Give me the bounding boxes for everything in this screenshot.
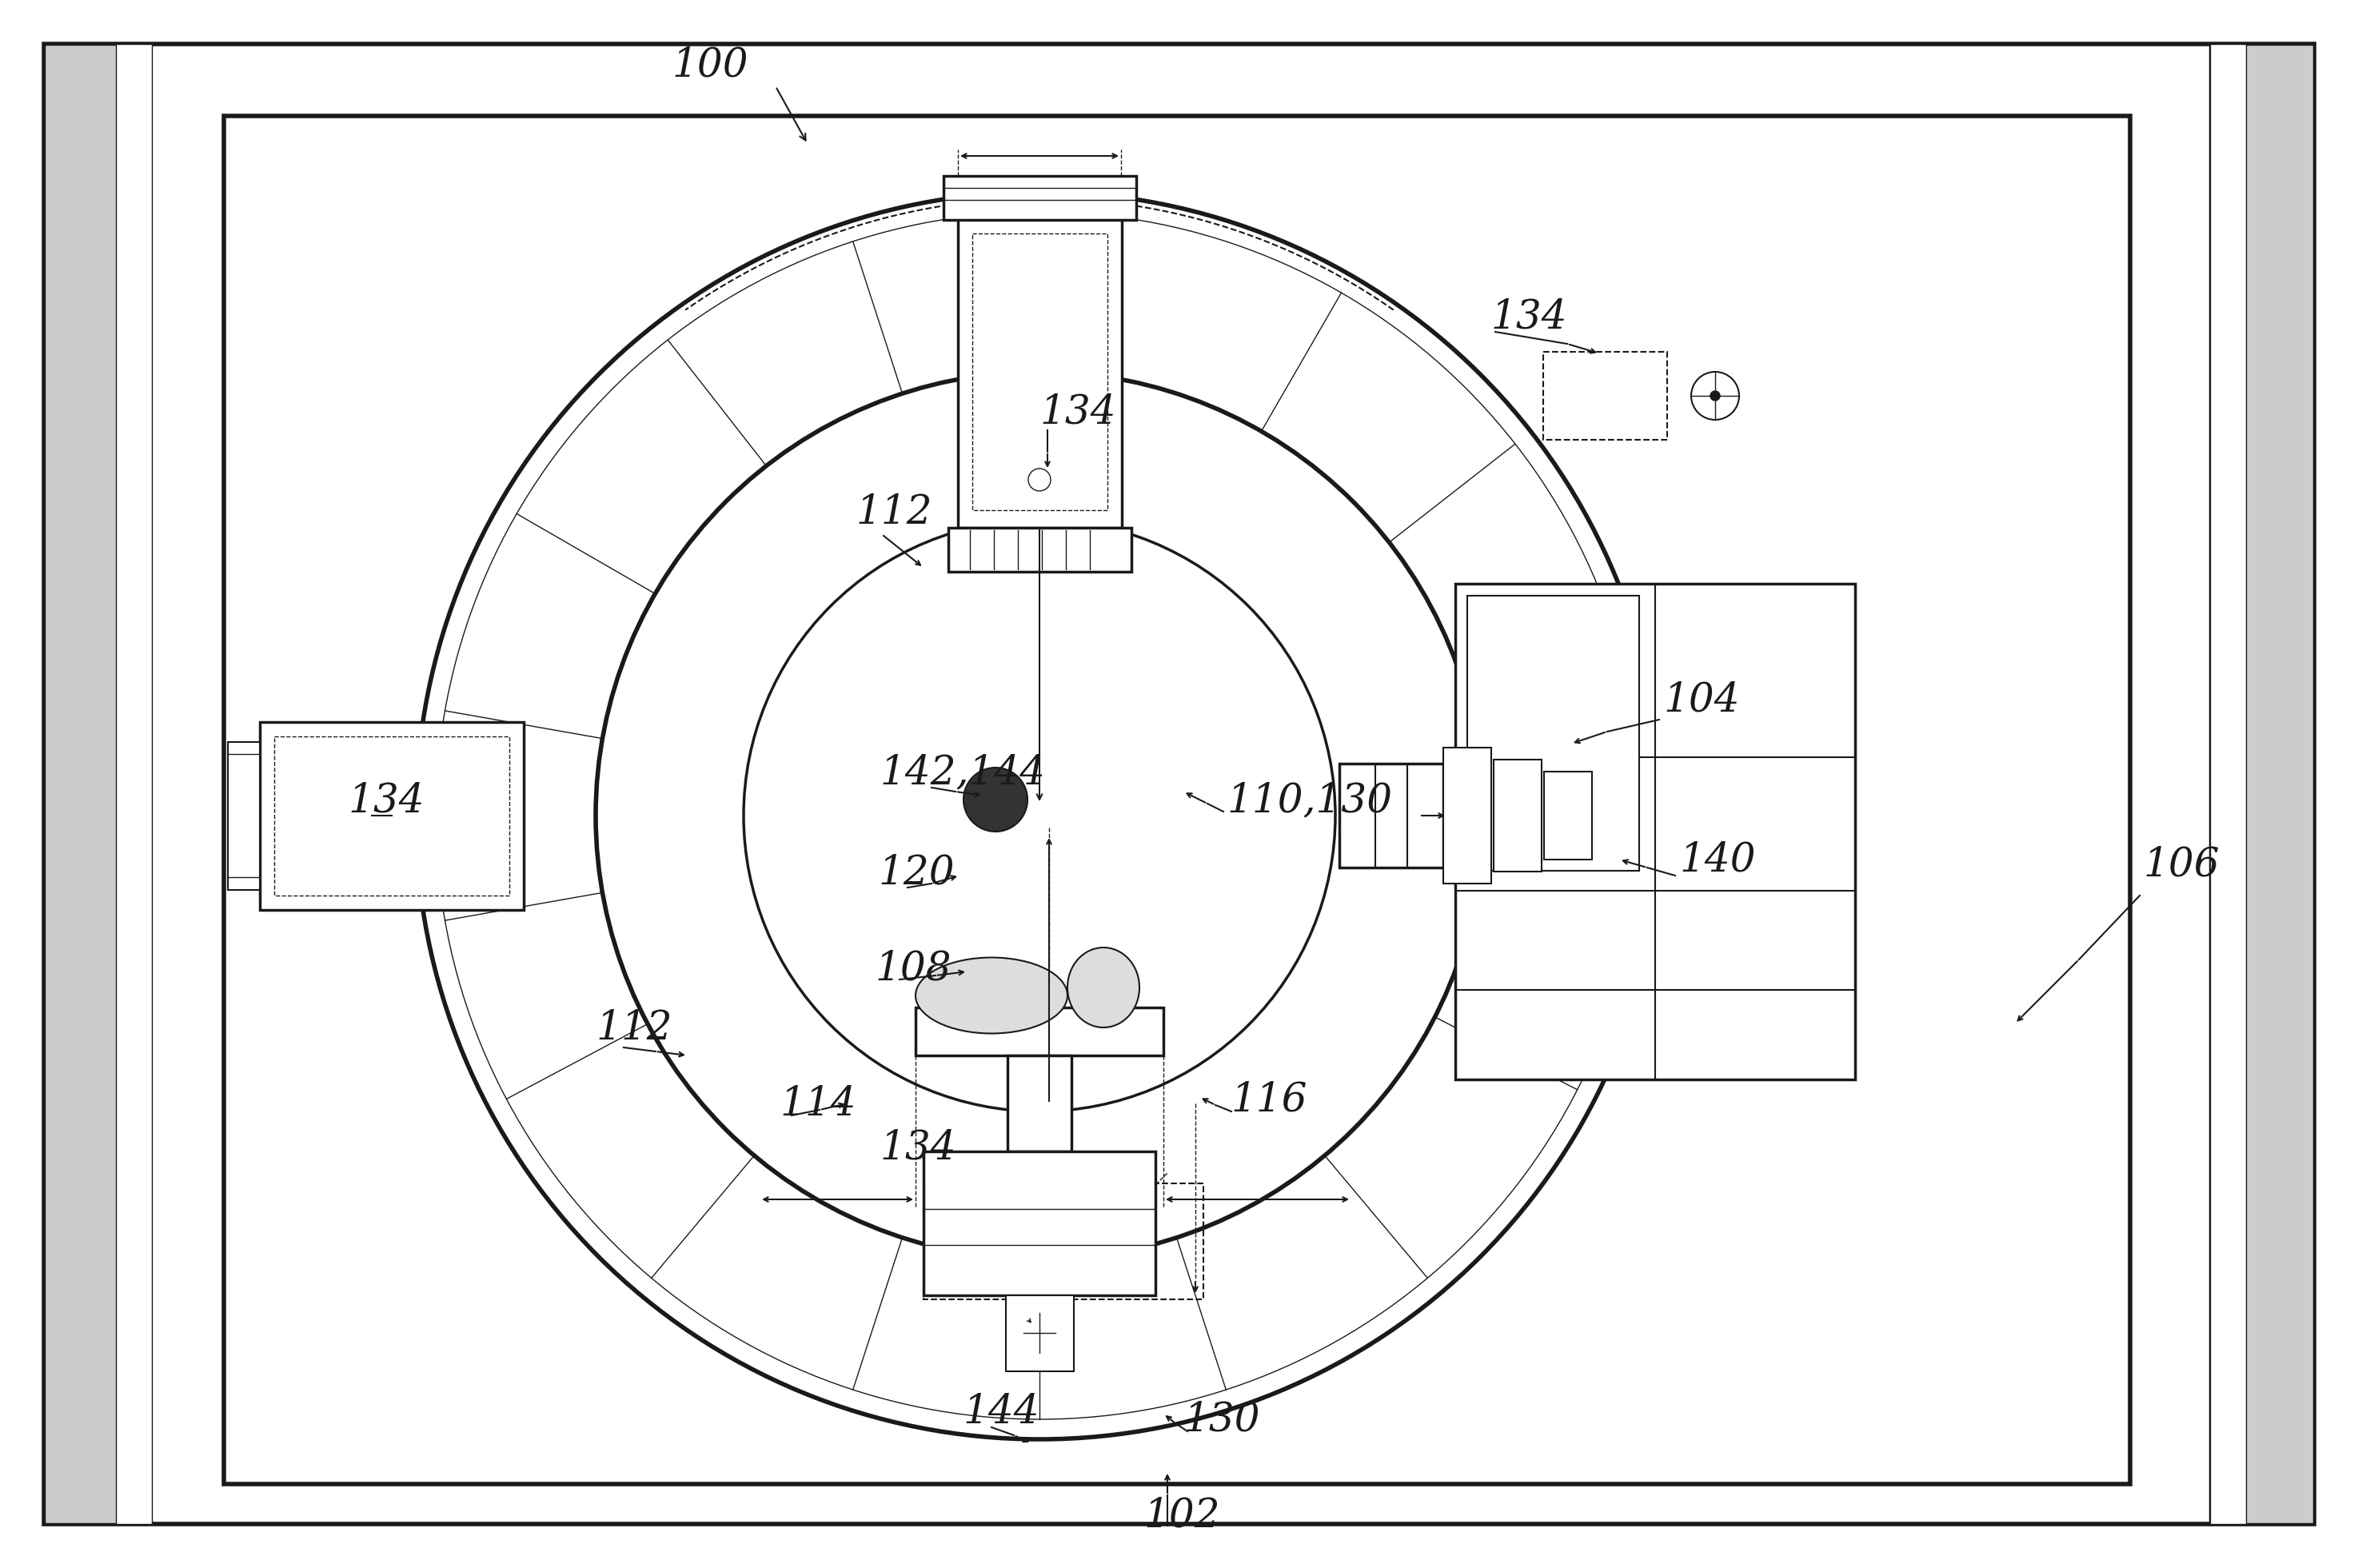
Text: 140: 140 [1679, 840, 1757, 880]
Bar [1493, 759, 1542, 872]
Text: 144: 144 [964, 1392, 1040, 1432]
Bar [2209, 44, 2313, 1524]
Text: 100: 100 [672, 45, 747, 85]
Bar [2209, 44, 2247, 1524]
Bar [957, 216, 1122, 528]
Ellipse shape [1068, 947, 1139, 1027]
Bar [45, 44, 149, 1524]
Bar [915, 1008, 1162, 1055]
Text: 134: 134 [1490, 296, 1568, 337]
Bar [943, 176, 1137, 220]
Text: 108: 108 [875, 949, 953, 988]
Bar [971, 234, 1108, 510]
Text: 112: 112 [597, 1008, 672, 1049]
Text: 134: 134 [1040, 394, 1115, 433]
Bar [924, 1151, 1155, 1295]
Bar [1339, 764, 1443, 867]
Text: 142,144: 142,144 [880, 753, 1045, 792]
Text: 134: 134 [880, 1129, 955, 1168]
Text: 106: 106 [2143, 845, 2219, 884]
Bar [224, 116, 2129, 1483]
Text: 114: 114 [780, 1085, 856, 1124]
Text: 110,130: 110,130 [1229, 781, 1394, 820]
Text: 112: 112 [856, 492, 931, 533]
Circle shape [1710, 390, 1719, 400]
Bar [274, 737, 509, 895]
Ellipse shape [915, 958, 1068, 1033]
Circle shape [1028, 469, 1052, 491]
Bar [229, 742, 259, 891]
Bar [1542, 351, 1667, 439]
Text: 104: 104 [1662, 681, 1740, 720]
Text: 134: 134 [349, 781, 424, 820]
Text: 120: 120 [877, 853, 955, 892]
Text: 102: 102 [1144, 1496, 1219, 1537]
Bar [924, 1184, 1203, 1300]
Text: 116: 116 [1231, 1080, 1309, 1120]
Bar [948, 528, 1132, 572]
Bar [259, 721, 523, 909]
Bar [1007, 1055, 1071, 1151]
Bar [116, 44, 151, 1524]
Text: 130: 130 [1184, 1400, 1259, 1439]
Bar [1544, 771, 1592, 859]
Bar [1467, 596, 1639, 870]
Circle shape [964, 768, 1028, 831]
Bar [1455, 583, 1856, 1079]
Bar [1443, 748, 1490, 883]
Bar [1007, 1295, 1073, 1372]
